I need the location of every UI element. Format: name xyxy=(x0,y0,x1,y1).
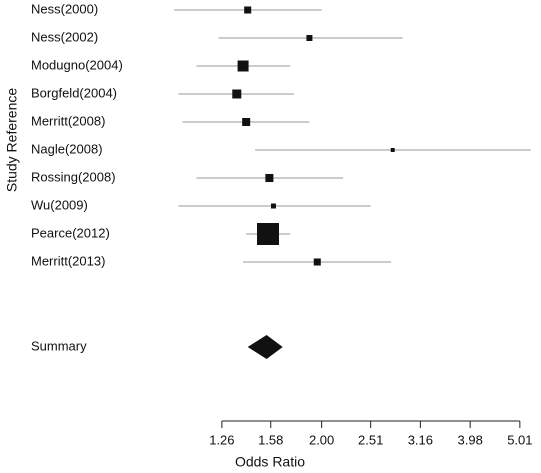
x-tick-label: 2.51 xyxy=(358,432,383,447)
study-label: Ness(2000) xyxy=(31,1,98,16)
point-estimate xyxy=(242,117,251,127)
point-estimate xyxy=(265,173,274,183)
point-estimate xyxy=(237,60,249,72)
point-estimate xyxy=(244,6,252,14)
x-axis-label: Odds Ratio xyxy=(235,454,305,470)
y-axis-label: Study Reference xyxy=(4,88,20,192)
x-tick-label: 3.98 xyxy=(458,432,483,447)
x-tick-label: 1.26 xyxy=(209,432,234,447)
x-tick-label: 3.16 xyxy=(408,432,433,447)
study-label: Borgfeld(2004) xyxy=(31,85,117,100)
study-label: Rossing(2008) xyxy=(31,169,116,184)
summary-diamond xyxy=(247,335,283,359)
point-estimate xyxy=(232,89,242,99)
study-label: Merritt(2013) xyxy=(31,253,105,268)
study-label: Wu(2009) xyxy=(31,197,88,212)
point-estimate xyxy=(313,258,321,266)
x-tick-label: 2.00 xyxy=(309,432,334,447)
point-estimate xyxy=(306,35,313,41)
x-tick-label: 1.58 xyxy=(258,432,283,447)
study-label: Pearce(2012) xyxy=(31,225,110,240)
point-estimate xyxy=(256,223,279,245)
study-label: Modugno(2004) xyxy=(31,57,123,72)
point-estimate xyxy=(390,148,395,152)
x-tick-label: 5.01 xyxy=(507,432,532,447)
summary-label: Summary xyxy=(31,338,87,353)
study-label: Ness(2002) xyxy=(31,29,98,44)
study-label: Nagle(2008) xyxy=(31,141,103,156)
point-estimate xyxy=(270,203,276,209)
study-label: Merritt(2008) xyxy=(31,113,105,128)
